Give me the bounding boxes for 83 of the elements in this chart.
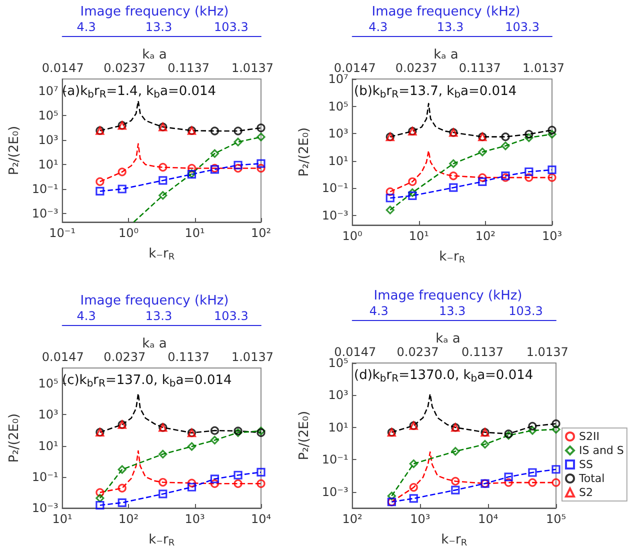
legend-label: IS and S — [579, 444, 624, 457]
y-tick-label: 10¹ — [328, 420, 348, 434]
text: 13.3 — [145, 309, 172, 323]
text: kₐ a — [142, 48, 167, 62]
text: 103.3 — [508, 304, 543, 318]
text: Image frequency (kHz) — [80, 4, 229, 20]
legend-label: S2 — [579, 486, 593, 499]
y-axis-title: P₂/(2E₀) — [7, 126, 22, 176]
y-tick-label: 10⁵ — [38, 376, 58, 391]
x-tick-label: 10⁰ — [118, 226, 139, 240]
y-tick-label: 10³ — [38, 133, 58, 148]
text: 0.1137 — [462, 345, 504, 359]
y-tick-label: 10¹ — [38, 438, 58, 453]
text: 4.3 — [76, 309, 96, 323]
x-tick-label: 10¹ — [408, 229, 430, 243]
y-tick-label: 10⁵ — [38, 108, 58, 123]
text: 1.0137 — [526, 345, 568, 359]
text: 103.3 — [214, 309, 248, 323]
text: kₐ a — [142, 336, 167, 352]
y-tick-label: 10⁻³ — [322, 484, 348, 499]
y-axis-title: P₂/(2E₀) — [297, 410, 312, 460]
text: 4.3 — [76, 20, 96, 34]
x-tick-label: 10³ — [184, 512, 205, 526]
y-tick-label: 10³ — [38, 408, 58, 422]
text: kₐ a — [434, 48, 458, 62]
text: 0.1137 — [168, 350, 210, 364]
text: 1.0137 — [522, 61, 565, 75]
x-tick-label: 10⁻¹ — [49, 226, 76, 240]
text: 0.0147 — [42, 61, 84, 75]
x-tick-label: 10¹ — [52, 512, 73, 526]
text: 0.1137 — [168, 61, 210, 75]
text: 103.3 — [214, 20, 248, 34]
y-tick-label: 10⁻¹ — [322, 181, 348, 196]
y-tick-label: 10⁻³ — [32, 501, 58, 515]
x-tick-label: 10² — [250, 226, 272, 240]
y-tick-label: 10⁷ — [328, 72, 348, 86]
text: 0.0237 — [395, 61, 438, 75]
legend-label: S2II — [579, 430, 600, 443]
x-tick-label: 10³ — [410, 512, 430, 526]
y-axis-title: P₂/(2E₀) — [7, 413, 22, 463]
text: 0.1137 — [458, 61, 501, 75]
y-tick-label: 10³ — [328, 126, 348, 141]
text: 13.3 — [436, 20, 464, 34]
y-tick-label: 10⁻¹ — [32, 470, 58, 484]
text: 0.0237 — [396, 345, 439, 359]
text: 0.0147 — [334, 345, 376, 359]
text: 0.0237 — [104, 350, 146, 364]
text: kₐ a — [436, 332, 460, 346]
text: 13.3 — [145, 20, 172, 34]
y-tick-label: 10¹ — [328, 154, 348, 168]
text: 4.3 — [368, 20, 388, 34]
text: 4.3 — [369, 304, 388, 318]
x-tick-label: 10⁴ — [250, 512, 272, 526]
text: Image frequency (kHz) — [80, 294, 229, 308]
x-tick-label: 10⁴ — [478, 512, 498, 526]
text: Image frequency (kHz) — [374, 288, 522, 304]
y-axis-title: P₂/(2E₀) — [297, 127, 312, 177]
text: Image frequency (kHz) — [372, 4, 520, 20]
y-tick-label: 10⁵ — [328, 356, 348, 370]
y-tick-label: 10⁻¹ — [32, 182, 58, 196]
y-tick-label: 10⁻¹ — [322, 452, 348, 467]
y-tick-label: 10⁷ — [38, 84, 58, 98]
y-tick-label: 10¹ — [38, 158, 58, 172]
text: 0.0147 — [334, 61, 376, 75]
text: 0.0147 — [42, 350, 84, 364]
text: 1.0137 — [231, 350, 274, 364]
x-tick-label: 10¹ — [184, 226, 205, 240]
text: 1.0137 — [231, 61, 274, 75]
y-tick-label: 10⁻³ — [322, 208, 348, 222]
text: 13.3 — [438, 304, 466, 318]
x-tick-label: 10² — [118, 512, 139, 526]
y-tick-label: 10⁻³ — [32, 206, 58, 220]
text: 103.3 — [505, 20, 540, 34]
x-tick-label: 10² — [475, 229, 496, 243]
y-tick-label: 10³ — [328, 388, 348, 402]
x-tick-label: 10² — [342, 512, 363, 526]
x-tick-label: 10⁰ — [342, 229, 363, 243]
legend-label: SS — [579, 458, 593, 471]
text: 0.0237 — [104, 61, 146, 75]
legend-label: Total — [578, 472, 605, 485]
x-tick-label: 10³ — [542, 229, 562, 243]
y-tick-label: 10⁵ — [328, 99, 348, 114]
x-tick-label: 10⁵ — [546, 512, 566, 526]
